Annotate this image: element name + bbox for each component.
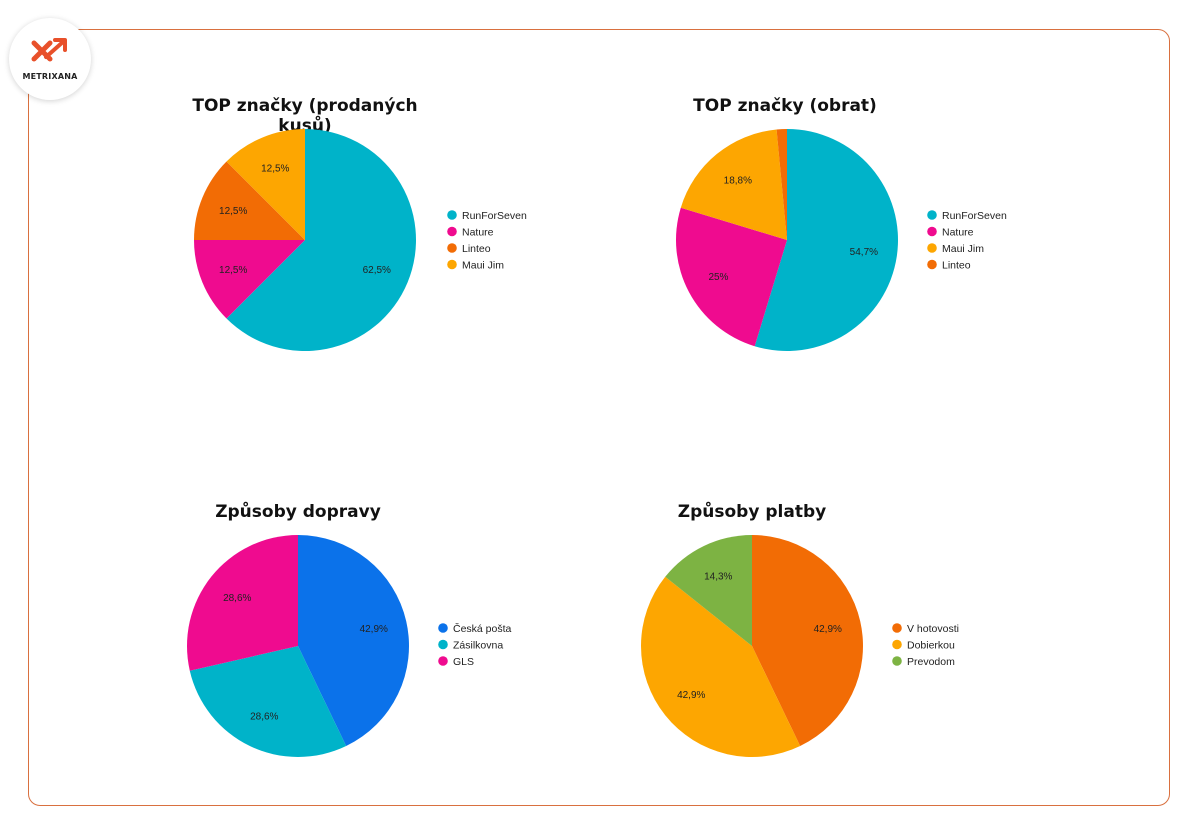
legend-item-maui-jim[interactable]: Maui Jim <box>927 243 984 255</box>
legend-swatch <box>927 259 937 270</box>
legend-item-runforseven[interactable]: RunForSeven <box>447 210 527 222</box>
pie-slice-maui-jim[interactable] <box>226 129 305 240</box>
pie-chart-svg: 42,9% 42,9% 14,3% V hotovosti Dobierkou Prevo… <box>641 535 959 757</box>
brand-logo[interactable]: METRIXANA <box>9 18 91 100</box>
logo-text: METRIXANA <box>22 72 78 81</box>
pie-slice-runforseven[interactable] <box>754 129 898 351</box>
slice-value-label: 25% <box>708 272 728 283</box>
slice-value-label: 28,6% <box>250 712 278 723</box>
legend-label: Maui Jim <box>462 259 504 271</box>
legend-swatch <box>447 226 457 237</box>
pie-chart-svg: 54,7% 25% 18,8% RunForSeven Nature Maui Jim Li… <box>676 129 1007 351</box>
legend-swatch <box>892 656 902 666</box>
legend-swatch <box>447 259 457 270</box>
legend-label: Prevodom <box>907 656 955 668</box>
legend-swatch <box>927 210 937 220</box>
legend-item-linteo[interactable]: Linteo <box>447 243 491 255</box>
chart-shipping-methods: Způsoby dopravy 42,9% 28,6% 28,6% Česká poš… <box>160 498 720 798</box>
slice-value-label: 14,3% <box>704 571 732 582</box>
chart-title: Způsoby platby <box>677 502 827 522</box>
pie-slice-maui-jim[interactable] <box>680 129 787 240</box>
legend-label: Linteo <box>462 243 491 255</box>
pie-chart-svg: 62,5% 12,5% 12,5% 12,5% RunForSeven Nature Lin… <box>194 129 527 351</box>
legend-item-nature[interactable]: Nature <box>927 226 974 238</box>
slice-value-label: 42,9% <box>814 624 842 635</box>
slice-value-label: 28,6% <box>223 593 251 604</box>
legend-item-gls[interactable]: GLS <box>438 656 474 668</box>
slice-value-label: 42,9% <box>360 624 388 635</box>
legend-label: V hotovosti <box>907 623 959 635</box>
legend-label: Nature <box>942 226 974 238</box>
legend-label: RunForSeven <box>942 210 1007 222</box>
legend-item-zasilkovna[interactable]: Zásilkovna <box>438 639 503 651</box>
pie-slice-dobierkou[interactable] <box>641 576 801 757</box>
pie-slice-nature[interactable] <box>194 240 305 319</box>
pie-chart-svg: 42,9% 28,6% 28,6% Česká pošta Zásilkovna GLS <box>187 535 512 757</box>
pie-slice-ceska-posta[interactable] <box>298 535 410 747</box>
legend-item-dobierkou[interactable]: Dobierkou <box>892 639 955 651</box>
legend-swatch <box>438 623 448 633</box>
slice-value-label: 18,8% <box>724 175 752 186</box>
slice-value-label: 42,9% <box>677 690 705 701</box>
legend-label: RunForSeven <box>462 210 527 222</box>
legend-item-ceska-posta[interactable]: Česká pošta <box>438 622 512 635</box>
pie-slice-nature[interactable] <box>676 207 787 347</box>
pie-slice-v-hotovosti[interactable] <box>752 535 863 747</box>
legend-swatch <box>447 210 457 220</box>
legend-label: Maui Jim <box>942 243 984 255</box>
legend-swatch <box>438 639 448 650</box>
pie-slice-gls[interactable] <box>187 535 298 671</box>
slice-value-label: 54,7% <box>850 247 878 258</box>
legend-label: Dobierkou <box>907 639 955 651</box>
legend-swatch <box>438 656 448 666</box>
legend-swatch <box>927 243 937 253</box>
legend-swatch <box>892 639 902 650</box>
chart-payment-methods: Způsoby platby 42,9% 42,9% 14,3% V hotovost… <box>614 498 1174 798</box>
pie-slice-zasilkovna[interactable] <box>189 646 347 757</box>
chart-title: Způsoby dopravy <box>215 502 381 522</box>
legend-item-nature[interactable]: Nature <box>447 226 494 238</box>
legend-swatch <box>892 623 902 633</box>
logo-arrow-icon <box>31 38 67 62</box>
pie-slice-linteo[interactable] <box>776 129 787 240</box>
chart-top-brands-units: TOP značky (prodaných kusů) 62,5% 12,5% 12… <box>170 92 730 392</box>
chart-title: TOP značky (obrat) <box>693 96 877 116</box>
legend-swatch <box>927 226 937 237</box>
legend-item-runforseven[interactable]: RunForSeven <box>927 210 1007 222</box>
pie-slice-linteo[interactable] <box>194 161 305 240</box>
legend-item-v-hotovosti[interactable]: V hotovosti <box>892 623 959 635</box>
legend-label: Zásilkovna <box>453 639 503 651</box>
pie-slice-runforseven[interactable] <box>226 129 416 351</box>
legend-item-linteo[interactable]: Linteo <box>927 259 971 271</box>
legend-item-prevodom[interactable]: Prevodom <box>892 656 955 668</box>
legend-label: GLS <box>453 656 474 668</box>
slice-value-label: 62,5% <box>363 265 391 276</box>
legend-swatch <box>447 243 457 253</box>
legend-label: Nature <box>462 226 494 238</box>
slice-value-label: 12,5% <box>219 265 247 276</box>
pie-slice-prevodom[interactable] <box>665 535 752 646</box>
chart-top-brands-revenue: TOP značky (obrat) 54,7% 25% 18,8% RunForSe… <box>650 92 1200 392</box>
legend-label: Linteo <box>942 259 971 271</box>
slice-value-label: 12,5% <box>219 206 247 217</box>
legend-item-maui-jim[interactable]: Maui Jim <box>447 259 504 271</box>
legend-label: Česká pošta <box>453 622 512 635</box>
slice-value-label: 12,5% <box>261 164 289 175</box>
